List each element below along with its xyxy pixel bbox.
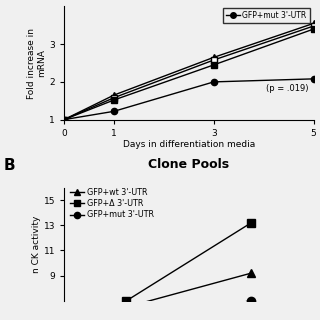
X-axis label: Days in differentiation media: Days in differentiation media: [123, 140, 255, 149]
Legend: GFP+wt 3'-UTR, GFP+Δ 3'-UTR, GFP+mut 3'-UTR: GFP+wt 3'-UTR, GFP+Δ 3'-UTR, GFP+mut 3'-…: [68, 186, 155, 221]
Text: (p = .019): (p = .019): [266, 84, 309, 93]
Title: Clone Pools: Clone Pools: [148, 158, 229, 171]
Legend: GFP+mut 3'-UTR: GFP+mut 3'-UTR: [223, 8, 310, 23]
Text: B: B: [3, 158, 15, 173]
Y-axis label: n CK activity: n CK activity: [32, 215, 41, 273]
Y-axis label: Fold increase in
mRNA: Fold increase in mRNA: [27, 28, 46, 99]
